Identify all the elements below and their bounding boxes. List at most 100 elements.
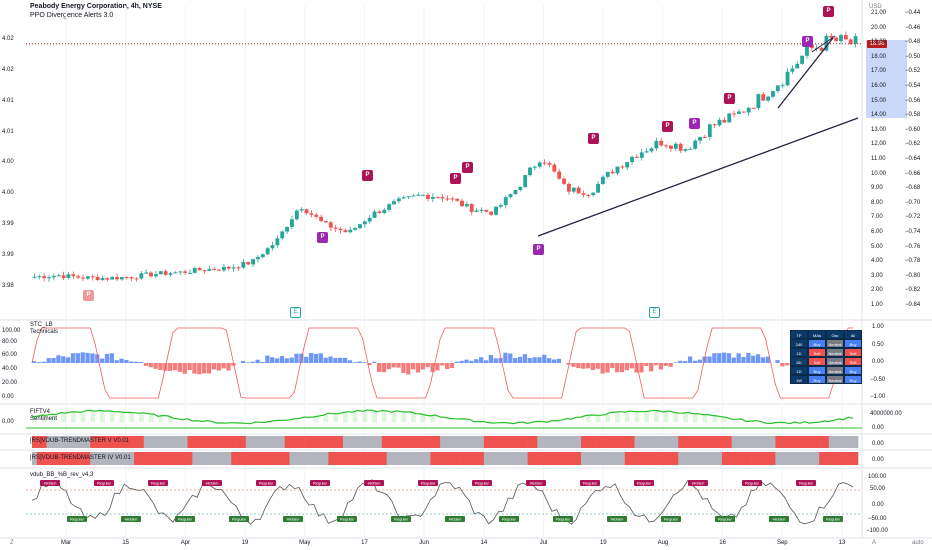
stc-bar <box>547 358 552 363</box>
stc-bar <box>673 362 678 363</box>
trend-stripe <box>168 436 174 448</box>
trend1-panel-title[interactable]: [RS]VDUB-TRENDMASTER V V0.01 <box>30 438 130 444</box>
trend-stripe <box>527 452 533 465</box>
trend-stripe <box>653 452 660 465</box>
p-marker[interactable]: P <box>588 133 599 144</box>
stc-panel-subtitle: Technicals <box>30 329 59 335</box>
p-marker[interactable]: P <box>317 232 328 243</box>
candle-body <box>358 224 362 228</box>
left-axis-tick: 3.99 <box>2 252 14 258</box>
stc-bar <box>542 354 547 363</box>
stc-bar <box>760 357 766 363</box>
x-axis-tick: Sep <box>776 540 788 546</box>
trend-stripe <box>692 436 698 448</box>
candle-body <box>571 187 576 192</box>
stc-bar <box>653 363 659 366</box>
p-marker[interactable]: P <box>533 244 544 255</box>
trend-stripe <box>683 436 689 448</box>
stc-bar <box>639 363 644 373</box>
far-right-axis-tick: −0.66 <box>905 170 921 177</box>
signal-label-bg <box>607 516 627 522</box>
stc-bar <box>32 361 37 363</box>
fiftv-fill <box>712 415 718 422</box>
stc-panel-title[interactable]: STC_LB <box>30 322 53 328</box>
stc-right-tick: 0.00 <box>872 359 884 365</box>
candle-body <box>644 151 649 153</box>
fiftv-fill <box>362 411 368 422</box>
candle-body <box>732 113 737 115</box>
left-axis-tick: 4.00 <box>2 159 14 165</box>
table-cell: 240 <box>790 339 808 348</box>
trend2-panel-title[interactable]: [RS]VDUB-TRENDMASTER IV V0.01 <box>30 455 131 461</box>
auto-button[interactable]: auto <box>912 540 924 546</box>
stc-bar <box>697 359 702 363</box>
fiftv-panel-title[interactable]: FIFTV4 <box>30 409 51 415</box>
trend-stripe <box>168 452 174 465</box>
p-marker[interactable]: P <box>450 173 461 184</box>
candle-body <box>450 198 455 200</box>
stc-right-tick: −0.50 <box>870 377 886 383</box>
auto-scale-button[interactable]: A <box>872 540 877 546</box>
stc-bar <box>202 363 207 374</box>
trend-stripe <box>459 436 465 448</box>
trend-stripe <box>158 436 164 448</box>
candle-body <box>639 152 644 158</box>
p-marker[interactable]: P <box>362 170 373 181</box>
fiftv-fill <box>410 412 416 422</box>
stc-left-tick: 80.00 <box>2 339 18 345</box>
x-axis-tick: Aug <box>657 540 669 546</box>
candle-body <box>712 124 717 126</box>
bb-panel-title[interactable]: vdub_BB_%B_rev_v4.3 <box>30 472 94 478</box>
candle-body <box>664 145 669 147</box>
signal-label-bg <box>40 480 60 486</box>
earnings-marker[interactable]: E <box>290 307 301 318</box>
trend-stripe <box>454 452 460 465</box>
zoom-button[interactable]: Z <box>10 540 14 546</box>
candle-body <box>445 198 450 200</box>
p-marker[interactable]: P <box>823 6 834 17</box>
stc-bar <box>663 363 668 366</box>
p-marker[interactable]: P <box>724 93 735 104</box>
candle-body <box>518 186 523 191</box>
trend-stripe <box>202 452 208 465</box>
trend-stripe <box>770 436 776 448</box>
candle-body <box>727 113 732 123</box>
trend-stripe <box>342 452 349 465</box>
symbol-title[interactable]: Peabody Energy Corporation, 4h, NYSE <box>30 3 162 10</box>
signal-label: Regular <box>313 481 328 486</box>
stc-bar <box>124 359 129 363</box>
signal-label-bg <box>256 480 276 486</box>
p-marker[interactable]: P <box>83 290 94 301</box>
stc-bar <box>765 356 770 363</box>
candle-body <box>766 96 771 101</box>
fiftv-fill <box>381 410 387 422</box>
signal-label: Regular <box>70 517 85 522</box>
candle-body <box>605 171 610 177</box>
trend-stripe <box>760 452 766 465</box>
trend-stripe <box>843 452 849 465</box>
last-price-badge: 18.96 <box>867 40 887 48</box>
indicator-title[interactable]: PPO Divergence Alerts 3.0 <box>30 12 114 19</box>
trend-stripe <box>488 452 494 465</box>
left-axis-tick: 4.01 <box>2 98 14 104</box>
right-axis-tick: 15.00 <box>871 97 887 104</box>
candle-body <box>95 277 100 281</box>
earnings-marker[interactable]: E <box>649 307 660 318</box>
trend-stripe <box>260 452 266 465</box>
p-marker[interactable]: P <box>662 121 673 132</box>
p-marker[interactable]: P <box>689 118 700 129</box>
trend-stripe <box>284 452 290 465</box>
p-marker[interactable]: P <box>802 36 813 47</box>
p-marker[interactable]: P <box>462 162 473 173</box>
trend-stripe <box>721 452 728 465</box>
candle-body <box>158 271 163 275</box>
table-cell: Buy <box>844 339 862 348</box>
stc-bar <box>338 357 343 363</box>
trend-stripe <box>386 452 392 465</box>
trend-stripe <box>231 436 237 448</box>
stc-bar <box>192 363 197 374</box>
candle-body <box>654 140 659 149</box>
stc-bar <box>367 363 372 366</box>
trend-stripe <box>464 436 470 448</box>
